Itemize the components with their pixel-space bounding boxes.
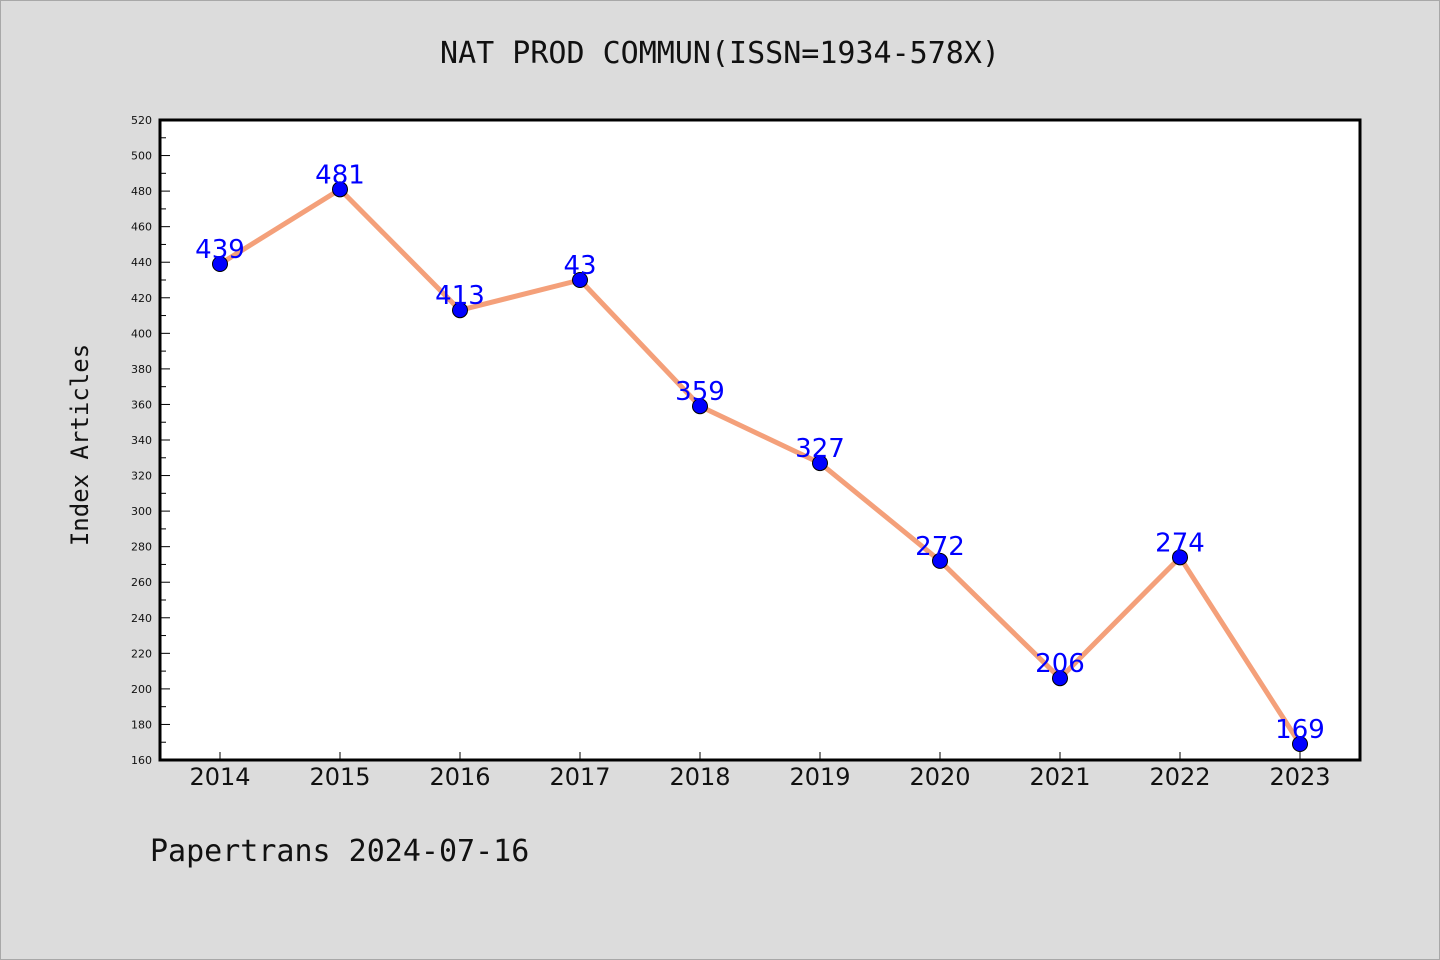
y-tick-label: 160 <box>131 754 152 767</box>
data-label: 413 <box>435 281 485 311</box>
data-label: 206 <box>1035 649 1085 679</box>
x-tick-label: 2014 <box>189 763 250 791</box>
y-tick-label: 300 <box>131 505 152 518</box>
data-label: 43 <box>563 251 596 281</box>
x-tick-label: 2017 <box>549 763 610 791</box>
data-point <box>452 302 468 319</box>
data-label: 274 <box>1155 528 1205 558</box>
x-tick-label: 2020 <box>909 763 970 791</box>
x-tick-label: 2019 <box>789 763 850 791</box>
data-label-group: 439 481 413 43 359 327 272 206 274 169 <box>195 160 1325 745</box>
series-line <box>217 186 1303 747</box>
x-tick-label: 2016 <box>429 763 490 791</box>
y-tick-label: 280 <box>131 541 152 554</box>
y-tick-label: 460 <box>131 221 152 234</box>
data-label: 439 <box>195 235 245 265</box>
data-label: 327 <box>795 434 845 464</box>
data-label: 169 <box>1275 715 1325 745</box>
data-point <box>572 272 588 288</box>
y-tick-label: 180 <box>131 718 152 731</box>
data-label: 359 <box>675 377 725 407</box>
plot-area <box>158 118 1362 762</box>
data-point <box>1292 736 1308 752</box>
y-tick-label: 380 <box>131 363 152 376</box>
y-tick-label: 360 <box>131 398 152 411</box>
y-tick-label: 400 <box>131 327 152 340</box>
data-point <box>1172 549 1188 566</box>
x-tick-label: 2023 <box>1269 763 1330 791</box>
y-tick-label: 340 <box>131 434 152 447</box>
x-tick-label: 2015 <box>309 763 370 791</box>
y-tick-label: 240 <box>131 612 152 625</box>
y-tick-label: 520 <box>131 114 152 127</box>
y-tick-label: 500 <box>131 150 152 163</box>
data-point <box>692 398 708 415</box>
footer-text: Papertrans 2024-07-16 <box>150 834 530 869</box>
data-point <box>812 455 828 472</box>
data-point <box>932 552 948 569</box>
x-axis-ticks: 2014 2015 2016 2017 2018 2019 2020 2021 2022 2023 <box>189 752 1331 791</box>
y-tick-label: 480 <box>131 185 152 198</box>
y-axis-ticks: 160 180 200 220 240 260 280 300 320 340 360 380 400 4… <box>131 114 170 767</box>
y-tick-label: 440 <box>131 256 152 269</box>
marker-group <box>212 181 1308 752</box>
x-tick-label: 2018 <box>669 763 730 791</box>
chart-title: NAT PROD COMMUN(ISSN=1934-578X) <box>440 36 1000 71</box>
y-tick-label: 420 <box>131 292 152 305</box>
data-label: 481 <box>315 160 365 190</box>
y-tick-label: 220 <box>131 647 152 660</box>
x-tick-label: 2022 <box>1149 763 1210 791</box>
y-tick-label: 200 <box>131 683 152 696</box>
data-label: 272 <box>915 532 965 562</box>
series-line-group <box>217 186 1303 747</box>
y-tick-label: 260 <box>131 576 152 589</box>
y-tick-label: 320 <box>131 470 152 483</box>
x-tick-label: 2021 <box>1029 763 1090 791</box>
data-point <box>212 256 228 272</box>
data-point <box>1052 670 1068 687</box>
data-point <box>332 181 348 198</box>
